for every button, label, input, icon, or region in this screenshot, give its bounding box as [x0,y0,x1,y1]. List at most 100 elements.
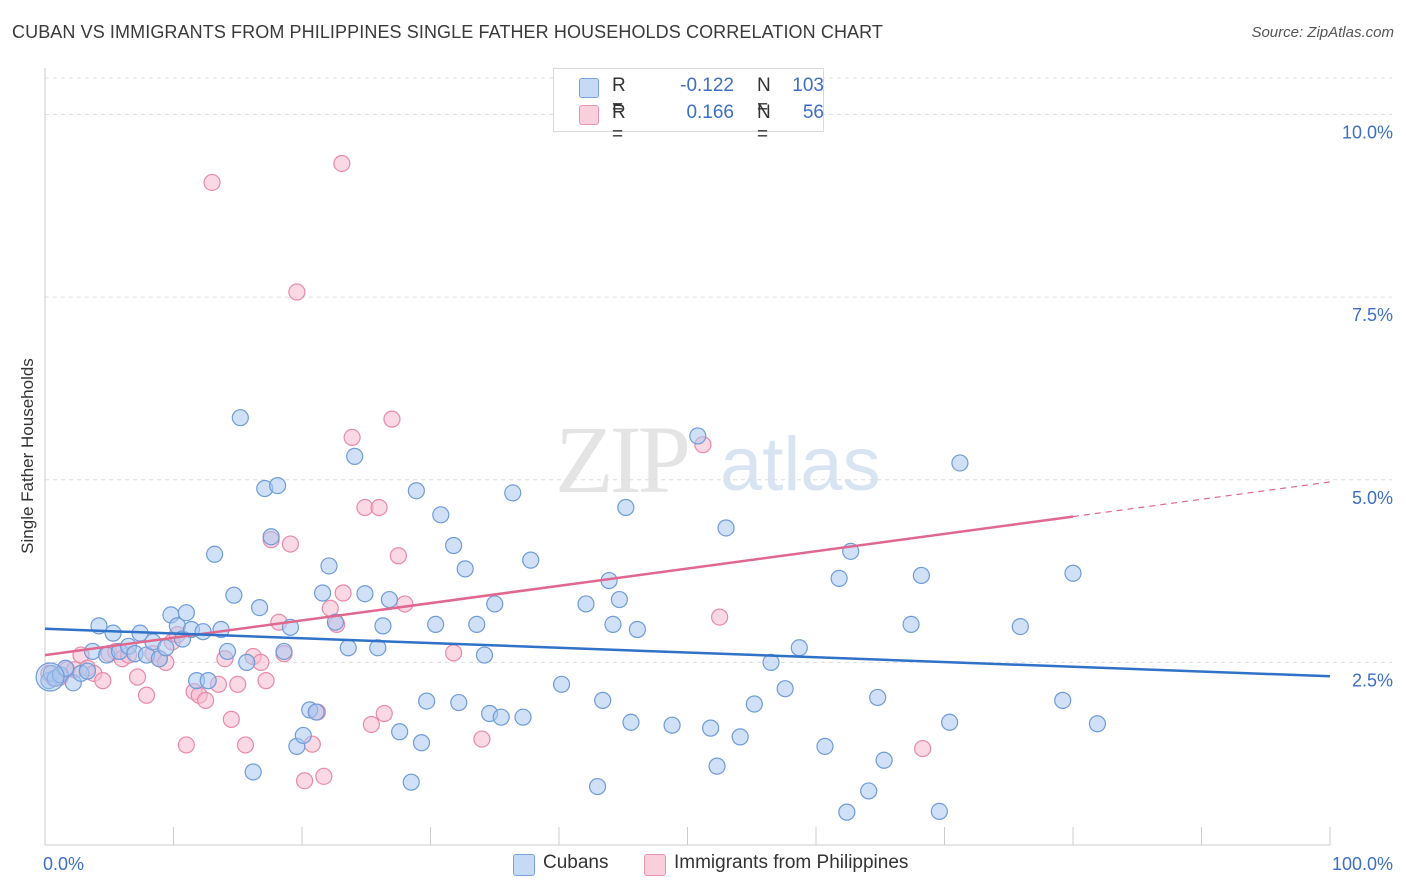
philippines-point [370,498,388,517]
philippines-point [281,535,300,553]
cubans-point [177,604,195,622]
philippines-point [343,428,361,446]
cubans-point [369,639,387,657]
cubans-point [244,763,262,781]
cubans-point [402,773,420,791]
cubans-point [427,615,445,633]
cubans-point [268,477,287,495]
chart-title: CUBAN VS IMMIGRANTS FROM PHILIPPINES SIN… [12,22,884,42]
cubans-point [294,726,312,745]
legend-r-value: 0.166 [686,102,734,123]
philippines-point [177,736,195,754]
cubans-point [199,672,217,690]
philippines-point [473,730,491,748]
cubans-point [860,782,878,800]
cubans-point [708,757,726,775]
cubans-point [902,615,920,633]
cubans-point [617,498,635,517]
bottom-legend-label: Immigrants from Philippines [674,852,909,873]
cubans-point [552,675,571,693]
philippines-point [203,173,221,192]
cubans-point [262,528,280,546]
cubans-swatch [579,78,599,98]
cubans-point [346,447,364,465]
philippines-point [128,668,147,686]
cubans-point [412,734,431,752]
cubans-swatch [513,854,535,876]
cubans-point [104,624,122,642]
philippines-swatch [644,854,666,876]
cubans-point [1011,617,1029,636]
cubans-point [628,620,646,639]
cubans-point [391,723,409,741]
cubans-point [218,642,237,661]
cubans-point [307,703,325,721]
cubans-point [450,693,468,712]
trend-lines [44,481,1331,678]
philippines-point [383,410,401,428]
philippines-point [236,736,255,754]
cubans-point [1088,715,1107,733]
legend-r-label: R = [612,102,626,145]
correlation-legend: R = -0.122 N = 103 R = 0.166 N = 56 [553,68,824,145]
philippines-point [137,686,156,704]
cubans-point [869,688,887,707]
cubans-point [35,662,65,692]
cubans-point [610,590,628,609]
y-axis-label: Single Father Households [18,358,37,554]
y-tick-label: 10.0% [1342,123,1393,143]
philippines-point [375,704,393,723]
philippines-point [389,547,407,565]
cubans-point [445,536,463,555]
legend-n-value: 103 [792,75,824,96]
cubans-point [157,639,175,657]
cubans-point [951,454,969,472]
cubans-point [83,642,102,661]
philippines-point [94,672,112,690]
cubans-point [56,659,75,677]
cubans-point [745,695,763,713]
cubans-point [320,557,338,575]
cubans-point [594,691,612,709]
cubans-point [275,642,293,661]
cubans-point [250,598,269,617]
cubans-point [468,615,486,633]
cubans-point [374,617,392,635]
cubans-point [790,639,808,657]
philippines-swatch [579,105,599,125]
cubans-point [731,728,749,746]
tick-labels: 2.5% 5.0% 7.5% 10.0% 0.0% 100.0% [43,123,1393,874]
philippines-point [445,644,463,662]
cubans-point [816,737,834,755]
cubans-point [418,692,436,710]
watermark-atlas: atlas [720,422,881,507]
legend-r-value: -0.122 [680,75,734,96]
philippines-point [222,710,240,728]
cubans-point [1064,564,1082,582]
philippines-point [333,154,351,173]
philippines-point [288,283,306,301]
cubans-point [941,713,959,731]
cubans-point [339,639,357,657]
cubans-point [702,719,720,737]
cubans-point [717,519,735,537]
legend-n-label: N = [757,102,771,145]
philippines-point [396,595,414,613]
y-tick-label: 5.0% [1352,488,1393,508]
philippines-trend-line [44,515,1074,657]
philippines-point [295,772,314,790]
grid [45,77,1392,663]
cubans-point [504,484,522,502]
source-credit: Source: ZipAtlas.com [1251,24,1394,41]
series-cubans-points [35,409,1107,821]
cubans-point [326,613,345,631]
cubans-point [588,777,607,796]
philippines-point [315,767,333,785]
legend-n-label: N = [757,75,771,118]
cubans-point [432,506,450,524]
axes [44,68,1331,846]
philippines-point [711,608,729,626]
cubans-point [78,662,97,680]
philippines-point [229,675,247,693]
